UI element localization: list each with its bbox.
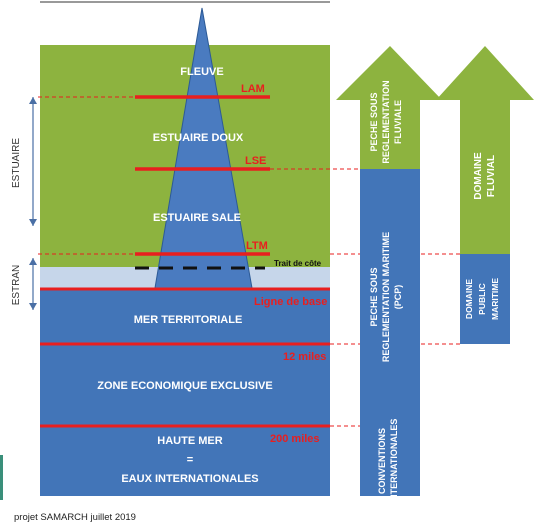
lse-label: LSE (245, 155, 266, 167)
sea-zone (40, 288, 330, 496)
bracket-arrow (29, 97, 37, 104)
miles-200-label: 200 miles (270, 433, 320, 445)
peche-maritime-line2: REGLEMENTATION MARITIME (381, 232, 391, 362)
estran-label: ESTRAN (11, 265, 22, 306)
lam-label: LAM (241, 83, 265, 95)
trait-de-cote-label: Trait de côte (274, 259, 322, 268)
haute-mer-equals: = (187, 454, 193, 466)
estuaire-label: ESTUAIRE (11, 138, 22, 188)
peche-fluviale-line1: PECHE SOUS (369, 92, 379, 151)
peche-maritime-bar (360, 169, 420, 426)
peche-fluviale-line2: REGLEMENTATION (381, 80, 391, 163)
eaux-internationales-label: EAUX INTERNATIONALES (121, 473, 258, 485)
domaine-fluvial-line2: FLUVIAL (486, 155, 497, 197)
peche-fluviale-line3: FLUVIALE (393, 100, 403, 144)
conventions-line1: CONVENTIONS (377, 428, 387, 494)
bracket-arrow (29, 303, 37, 310)
estuaire-doux-label: ESTUAIRE DOUX (153, 132, 244, 144)
haute-mer-label: HAUTE MER (157, 435, 222, 447)
estuaire-sale-label: ESTUAIRE SALE (153, 212, 241, 224)
domaine-maritime-line2: PUBLIC (477, 283, 487, 315)
domaine-maritime-line3: MARITIME (490, 278, 500, 320)
ligne-de-base-label: Ligne de base (254, 296, 327, 308)
conventions-bar (360, 426, 420, 496)
mer-territoriale-label: MER TERRITORIALE (134, 314, 243, 326)
bracket-arrow (29, 258, 37, 265)
peche-maritime-line3: (PCP) (393, 285, 403, 310)
footer-credit: projet SAMARCH juillet 2019 (14, 512, 136, 523)
fleuve-label: FLEUVE (180, 66, 223, 78)
footer-accent (0, 455, 3, 500)
domaine-maritime-line1: DOMAINE (464, 279, 474, 319)
domaine-fluvial-arrow (436, 46, 534, 254)
peche-fluviale-arrow (336, 46, 442, 169)
conventions-line2: INTERNATIONALES (389, 419, 399, 504)
peche-maritime-line1: PECHE SOUS (369, 267, 379, 326)
bracket-arrow (29, 219, 37, 226)
zee-label: ZONE ECONOMIQUE EXCLUSIVE (97, 380, 272, 392)
domaine-maritime-bar (460, 254, 510, 344)
domaine-fluvial-line1: DOMAINE (473, 152, 484, 200)
miles-12-label: 12 miles (283, 351, 326, 363)
ltm-label: LTM (246, 240, 268, 252)
